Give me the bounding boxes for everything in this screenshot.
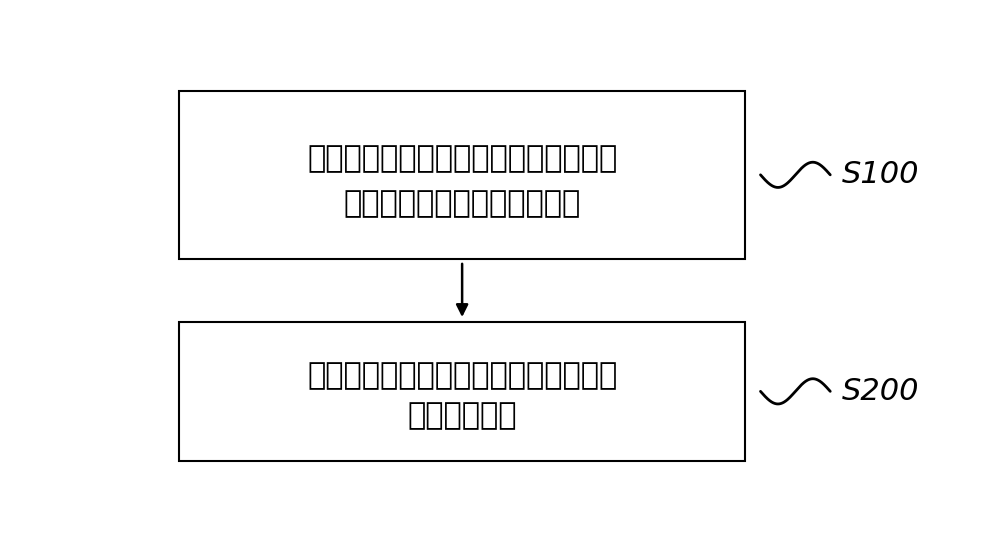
Bar [179,322,745,461]
Text: S100: S100 [842,161,919,189]
Text: S200: S200 [842,377,919,406]
Text: 待斑茅草萌发新茎叶后，采用化学药剂: 待斑茅草萌发新茎叶后，采用化学药剂 [307,361,617,390]
Text: 旺盛期，从茎基部砍除斑茅草: 旺盛期，从茎基部砍除斑茅草 [344,189,581,218]
Bar [179,91,745,259]
Text: 春季斑茅草萌发之前或夏季斑茅草生长: 春季斑茅草萌发之前或夏季斑茅草生长 [307,145,617,174]
Text: 进行喷雾防治: 进行喷雾防治 [407,401,517,430]
